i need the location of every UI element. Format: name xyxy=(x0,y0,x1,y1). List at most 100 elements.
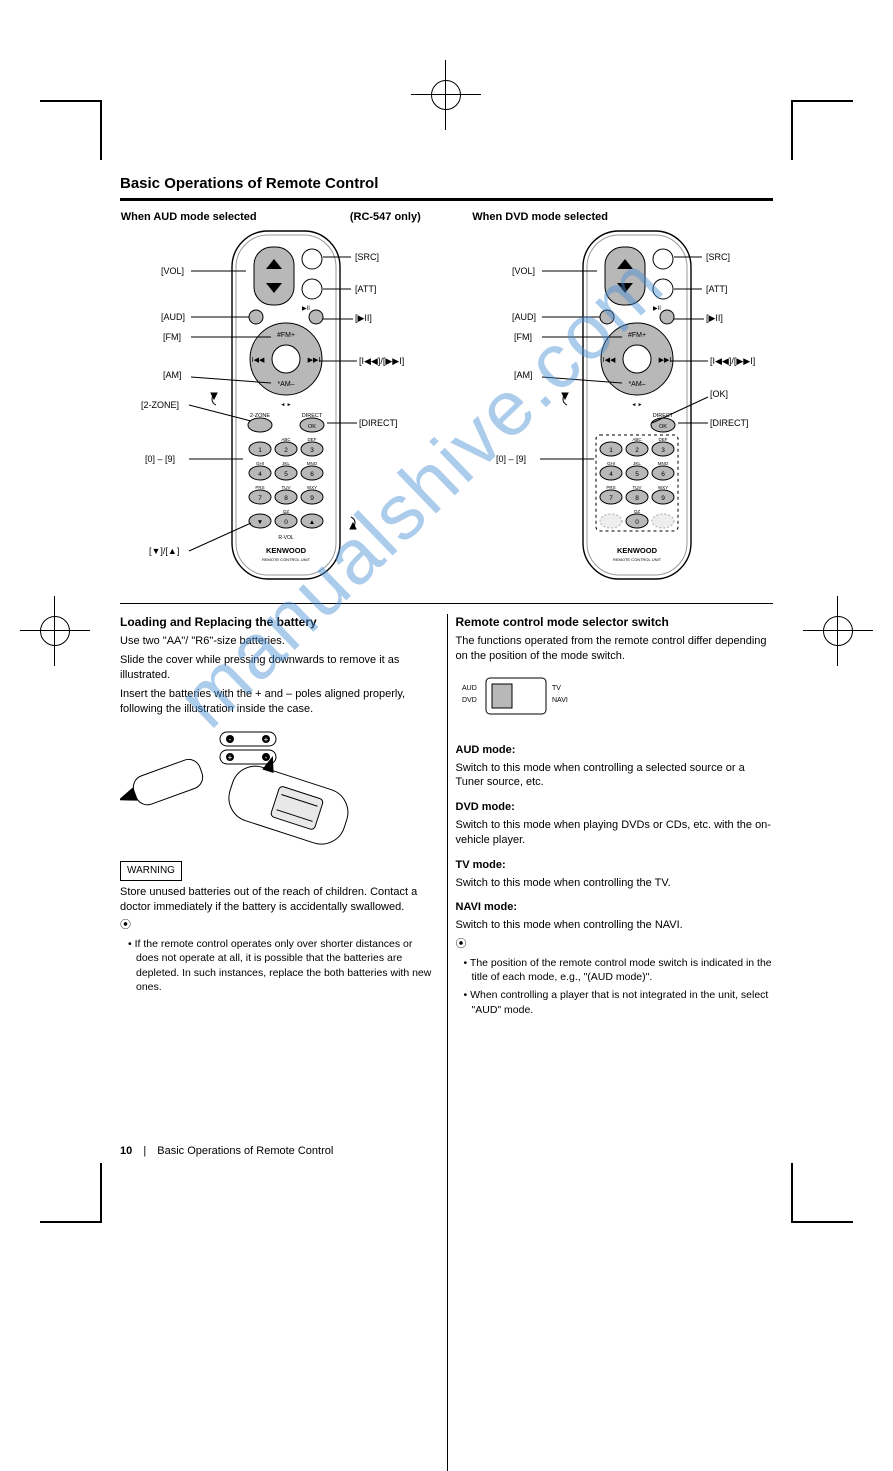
remote-right-block: When DVD mode selected ▶II xyxy=(472,211,772,591)
svg-text:▲: ▲ xyxy=(309,519,315,526)
svg-text:7: 7 xyxy=(258,495,262,502)
remotes-row: When AUD mode selected (RC-547 only) xyxy=(120,211,773,591)
svg-text:[SRC]: [SRC] xyxy=(706,252,730,262)
remote-left-subtitle: (RC-547 only) xyxy=(350,211,421,223)
svg-text:[I◀◀]/[▶▶I]: [I◀◀]/[▶▶I] xyxy=(359,356,404,366)
svg-text:I◀◀: I◀◀ xyxy=(251,357,264,364)
svg-text:0: 0 xyxy=(635,519,639,526)
svg-text:[0] – [9]: [0] – [9] xyxy=(496,454,526,464)
svg-text:QZ: QZ xyxy=(283,509,290,514)
svg-text:DEF: DEF xyxy=(659,437,668,442)
left-column: Loading and Replacing the battery Use tw… xyxy=(120,614,438,1021)
svg-text:[▶II]: [▶II] xyxy=(706,313,723,323)
svg-text:ABC: ABC xyxy=(281,437,291,442)
svg-text:6: 6 xyxy=(310,471,314,478)
svg-text:[FM]: [FM] xyxy=(163,332,181,342)
battery-p3: Insert the batteries with the + and – po… xyxy=(120,687,438,717)
battery-illustration: - + + - xyxy=(120,720,380,850)
svg-text:REMOTE CONTROL UNIT: REMOTE CONTROL UNIT xyxy=(613,557,662,562)
svg-text:-: - xyxy=(229,735,232,744)
crop-mark xyxy=(793,1221,853,1223)
navi-mode-label: NAVI mode: xyxy=(456,901,518,913)
svg-text:OK: OK xyxy=(308,424,316,430)
svg-text:OK: OK xyxy=(659,424,667,430)
svg-text:R-VOL: R-VOL xyxy=(278,535,294,541)
svg-text:[2-ZONE]: [2-ZONE] xyxy=(141,400,179,410)
svg-text:+: + xyxy=(228,753,233,762)
tv-mode-text: Switch to this mode when controlling the… xyxy=(456,876,774,891)
remote-left-diagram: ▶II #FM+ *AM– I◀◀ ▶▶I ◄ ► 2-ZONE DIREC xyxy=(121,227,421,587)
tv-mode-label: TV mode: xyxy=(456,859,506,871)
page-footer-title: Basic Operations of Remote Control xyxy=(157,1145,333,1157)
crop-mark xyxy=(793,100,853,102)
svg-text:[I◀◀]/[▶▶I]: [I◀◀]/[▶▶I] xyxy=(710,356,755,366)
svg-text:[AM]: [AM] xyxy=(514,370,533,380)
svg-text:0: 0 xyxy=(284,519,288,526)
svg-text:▶▶I: ▶▶I xyxy=(659,357,672,364)
mode-note-2: • When controlling a player that is not … xyxy=(464,988,774,1016)
content-area: Basic Operations of Remote Control When … xyxy=(120,175,773,1021)
svg-text:[VOL]: [VOL] xyxy=(161,266,184,276)
divider-mid xyxy=(120,603,773,604)
svg-text:8: 8 xyxy=(284,495,288,502)
note-icon: ⦿ xyxy=(456,938,467,950)
svg-text:TV: TV xyxy=(552,685,561,692)
svg-text:▶II: ▶II xyxy=(302,306,310,312)
page-sep: | xyxy=(143,1145,146,1157)
svg-text:[AUD]: [AUD] xyxy=(161,312,185,322)
svg-text:[SRC]: [SRC] xyxy=(355,252,379,262)
remote-left-block: When AUD mode selected (RC-547 only) xyxy=(121,211,421,591)
svg-text:▶▶I: ▶▶I xyxy=(307,357,320,364)
remote-right-title: When DVD mode selected xyxy=(472,211,608,223)
svg-text:#FM+: #FM+ xyxy=(277,332,295,339)
svg-text:AUD: AUD xyxy=(462,685,477,692)
svg-text:8: 8 xyxy=(635,495,639,502)
svg-text:MNO: MNO xyxy=(307,461,318,466)
svg-text:2: 2 xyxy=(635,447,639,454)
svg-text:7: 7 xyxy=(609,495,613,502)
note-icon: ⦿ xyxy=(120,919,131,931)
crop-mark xyxy=(40,100,100,102)
svg-text:TUV: TUV xyxy=(633,485,642,490)
warning-text: Store unused batteries out of the reach … xyxy=(120,885,438,915)
svg-text:[ATT]: [ATT] xyxy=(706,284,727,294)
svg-text:4: 4 xyxy=(609,471,613,478)
svg-text:[FM]: [FM] xyxy=(514,332,532,342)
svg-text:WXY: WXY xyxy=(307,485,317,490)
svg-text:QZ: QZ xyxy=(634,509,641,514)
svg-text:NAVI: NAVI xyxy=(552,697,568,704)
svg-text:[VOL]: [VOL] xyxy=(512,266,535,276)
two-column-section: Loading and Replacing the battery Use tw… xyxy=(120,614,773,1021)
svg-text:[DIRECT]: [DIRECT] xyxy=(710,418,749,428)
battery-note: • If the remote control operates only ov… xyxy=(128,937,438,994)
svg-text:[DIRECT]: [DIRECT] xyxy=(359,418,398,428)
warning-label: WARNING xyxy=(120,861,182,881)
battery-p1: Use two "AA"/ "R6"-size batteries. xyxy=(120,634,438,649)
svg-text:PRS: PRS xyxy=(607,485,616,490)
mode-heading: Remote control mode selector switch xyxy=(456,614,774,630)
svg-text:[▶II]: [▶II] xyxy=(355,313,372,323)
svg-text:6: 6 xyxy=(661,471,665,478)
crop-mark xyxy=(40,1221,100,1223)
svg-text:+: + xyxy=(264,735,269,744)
svg-text:KENWOOD: KENWOOD xyxy=(266,546,307,555)
svg-text:[▼]/[▲]: [▼]/[▲] xyxy=(149,546,179,556)
svg-text:I◀◀: I◀◀ xyxy=(603,357,616,364)
svg-text:GHI: GHI xyxy=(607,461,615,466)
battery-heading: Loading and Replacing the battery xyxy=(120,614,438,630)
right-column: Remote control mode selector switch The … xyxy=(456,614,774,1021)
column-divider xyxy=(447,614,448,1471)
crop-mark xyxy=(791,1163,793,1223)
crop-mark xyxy=(791,100,793,160)
svg-text:[AUD]: [AUD] xyxy=(512,312,536,322)
svg-text:JKL: JKL xyxy=(633,461,641,466)
svg-text:▼: ▼ xyxy=(257,519,263,526)
dvd-mode-text: Switch to this mode when playing DVDs or… xyxy=(456,818,774,848)
svg-text:▶II: ▶II xyxy=(653,306,661,312)
page: manualshive.com Basic Operations of Remo… xyxy=(0,0,893,1263)
svg-text:3: 3 xyxy=(310,447,314,454)
svg-text:◄ ►: ◄ ► xyxy=(280,402,291,408)
svg-text:REMOTE CONTROL UNIT: REMOTE CONTROL UNIT xyxy=(262,557,311,562)
svg-text:5: 5 xyxy=(284,471,288,478)
svg-text:[AM]: [AM] xyxy=(163,370,182,380)
